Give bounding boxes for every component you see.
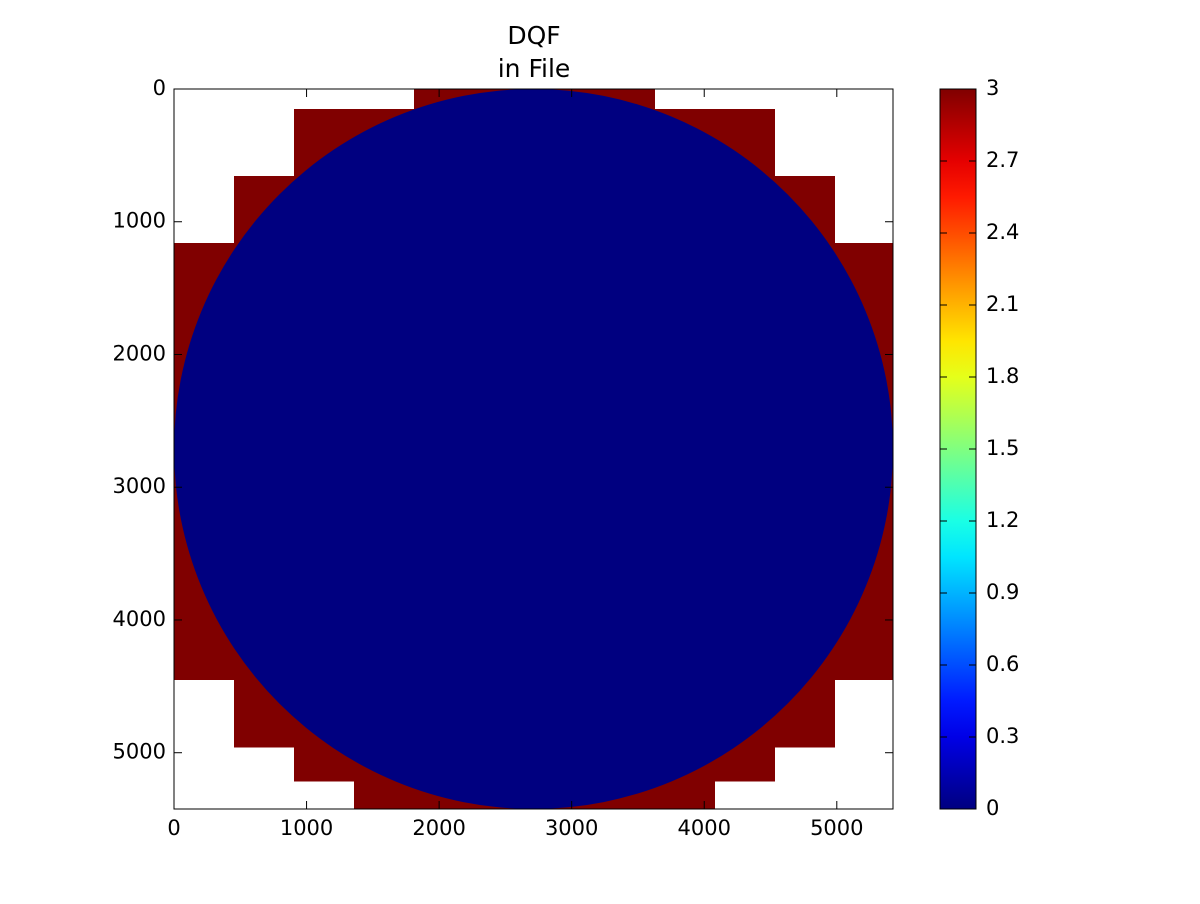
colorbar-tick-label: 3 bbox=[986, 76, 999, 100]
x-tick-label: 3000 bbox=[545, 816, 598, 840]
y-tick-label: 2000 bbox=[113, 341, 166, 365]
y-tick-label: 1000 bbox=[113, 209, 166, 233]
y-tick-label: 5000 bbox=[113, 740, 166, 764]
chart-title: DQF bbox=[507, 21, 560, 50]
colorbar-tick-label: 1.8 bbox=[986, 364, 1019, 388]
axes: 0 1000 2000 3000 4000 5000 0 1000 2000 3000 4000 50… bbox=[113, 76, 1020, 840]
colorbar-tick-label: 2.1 bbox=[986, 292, 1019, 316]
colorbar-tick-label: 0.6 bbox=[986, 652, 1019, 676]
colorbar-tick-label: 2.7 bbox=[986, 148, 1019, 172]
x-tick-label: 4000 bbox=[678, 816, 731, 840]
x-tick-label: 5000 bbox=[810, 816, 863, 840]
axes-frame bbox=[173, 88, 894, 810]
colorbar-tick-label: 0.9 bbox=[986, 580, 1019, 604]
image-area bbox=[174, 89, 893, 809]
y-tick-label: 0 bbox=[153, 76, 166, 100]
y-tick-label: 3000 bbox=[113, 474, 166, 498]
data-disk bbox=[174, 89, 893, 809]
x-tick-label: 0 bbox=[167, 816, 180, 840]
chart-subtitle: in File bbox=[498, 54, 571, 83]
colorbar-tick-label: 1.2 bbox=[986, 508, 1019, 532]
colorbar-tick-label: 2.4 bbox=[986, 220, 1019, 244]
x-tick-label: 2000 bbox=[412, 816, 465, 840]
x-tick-label: 1000 bbox=[280, 816, 333, 840]
colorbar-tick-label: 0.3 bbox=[986, 724, 1019, 748]
colorbar-tick-label: 1.5 bbox=[986, 436, 1019, 460]
y-tick-label: 4000 bbox=[113, 607, 166, 631]
colorbar-tick-label: 0 bbox=[986, 796, 999, 820]
